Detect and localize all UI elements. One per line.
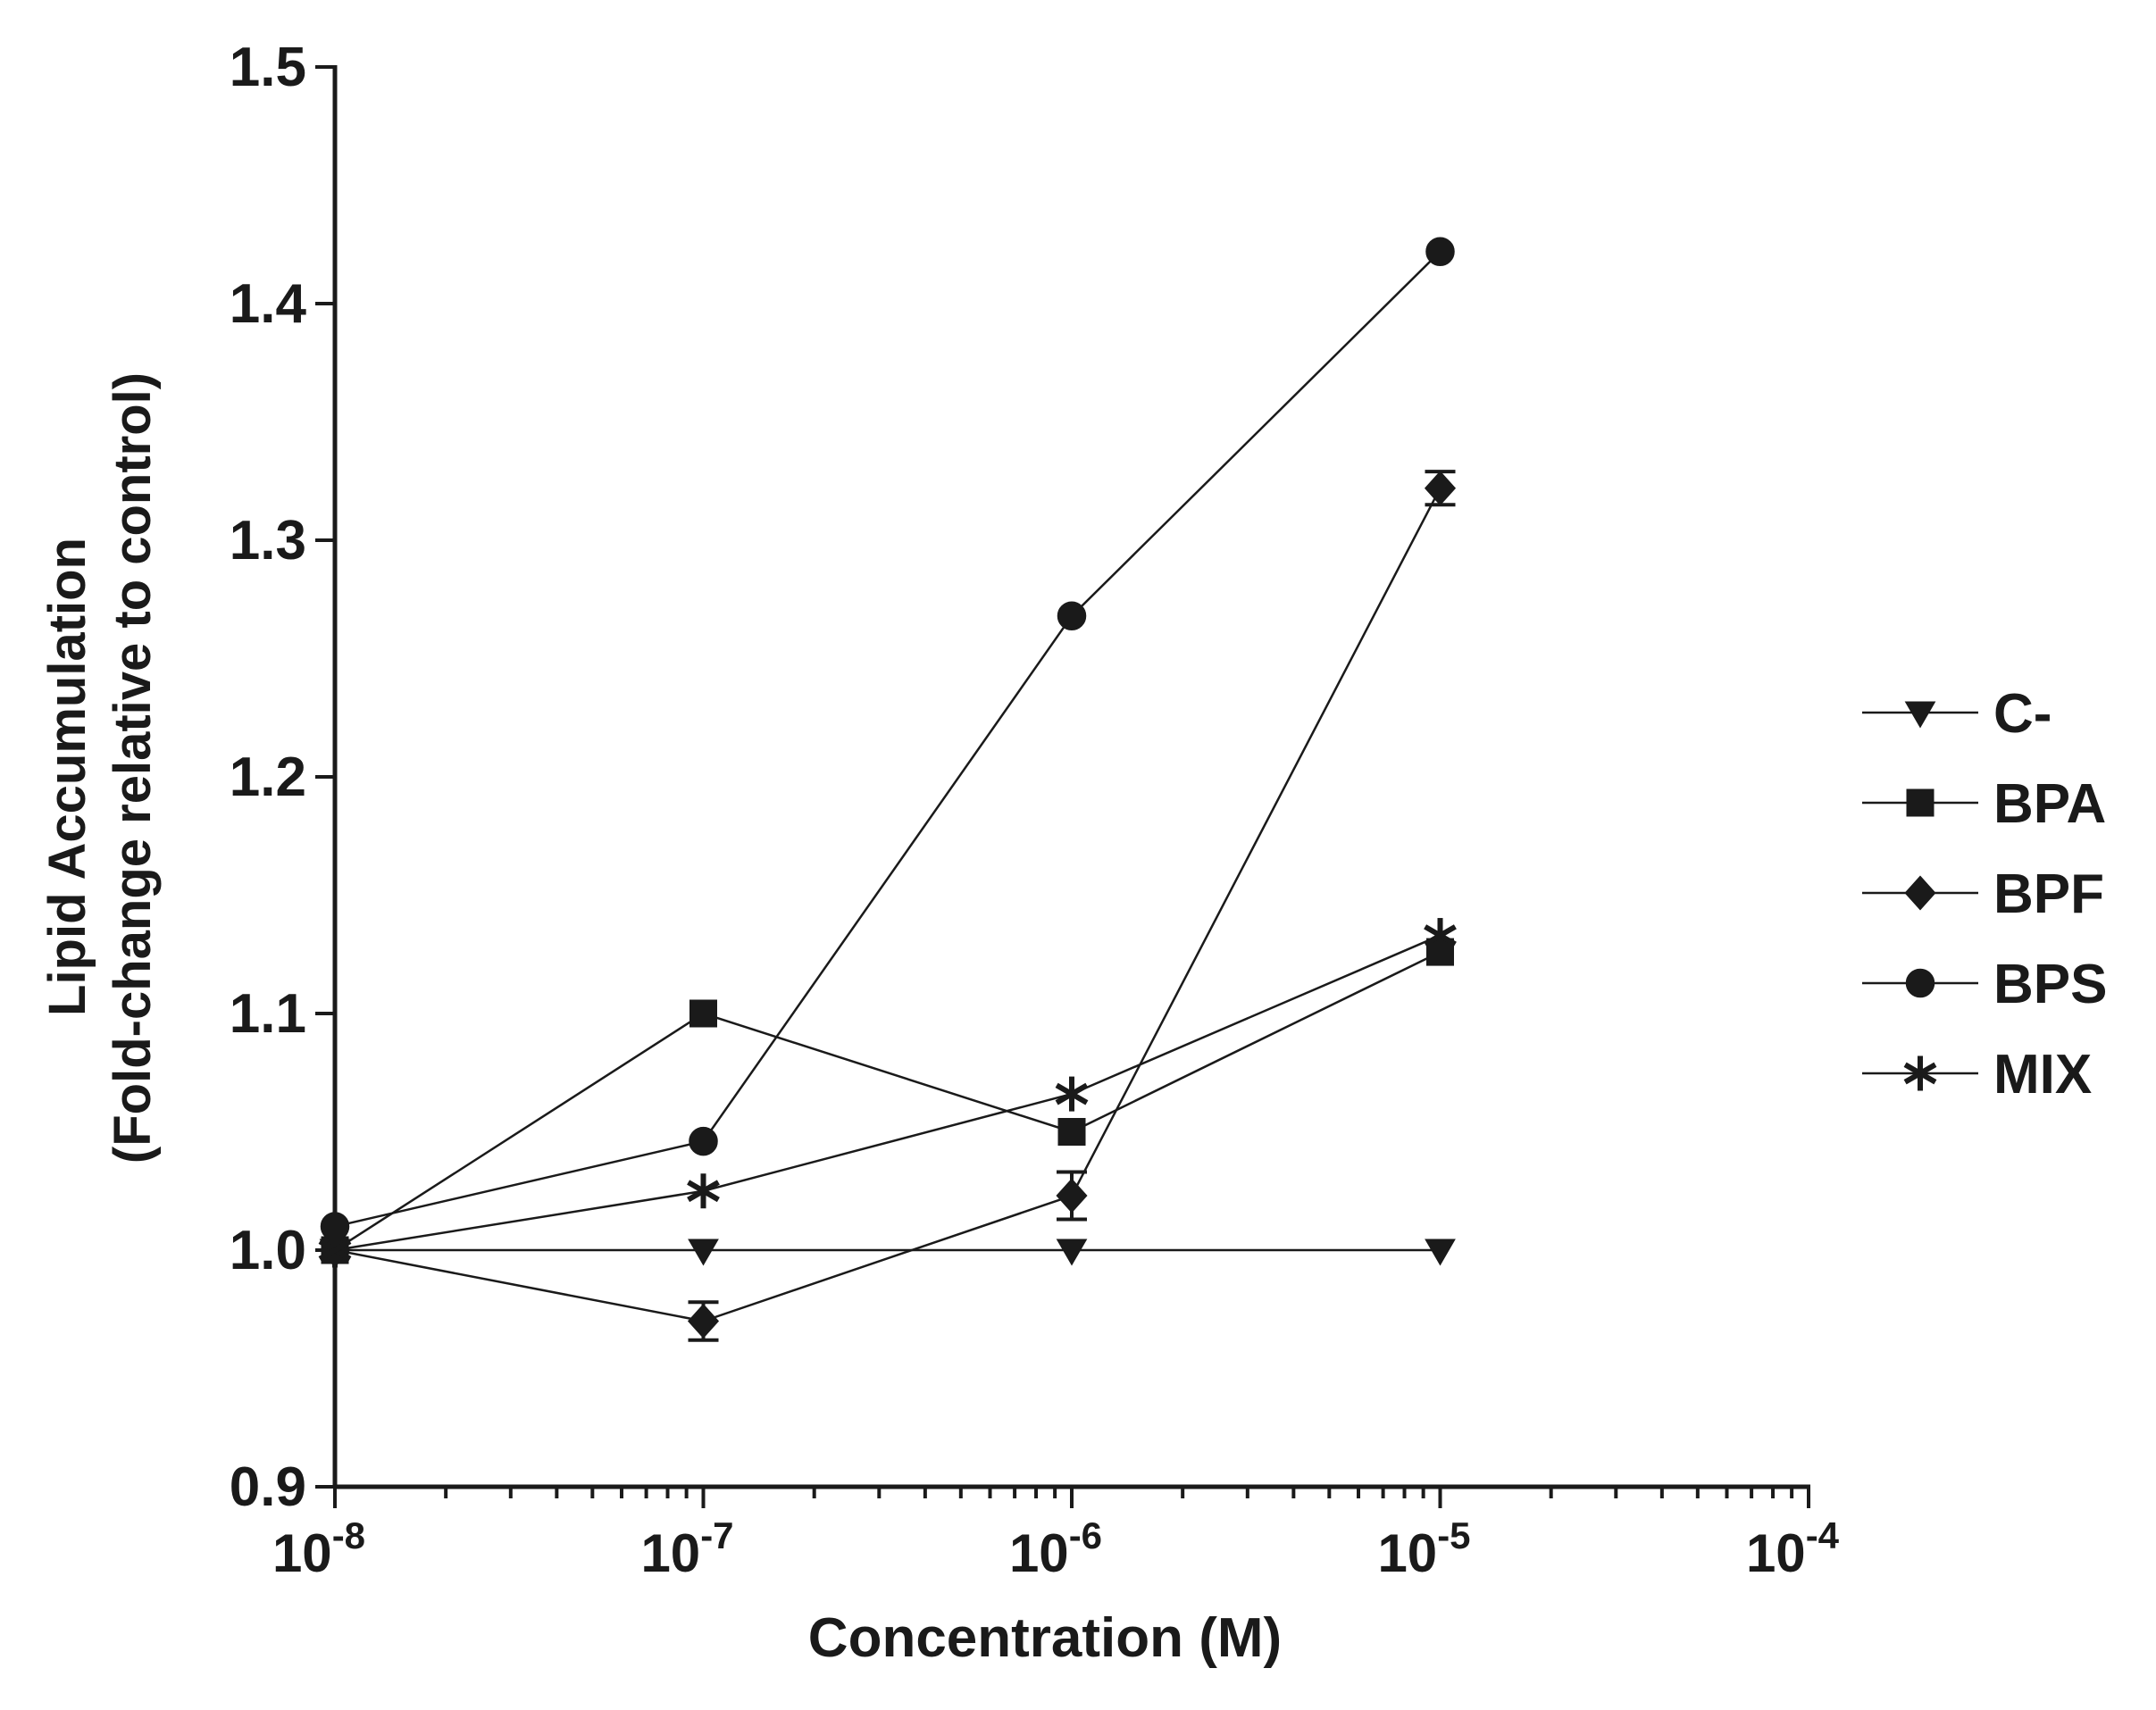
- legend-marker-BPS: [1905, 968, 1935, 998]
- data-point-MIX-0: [318, 1232, 352, 1268]
- legend-label-MIX: MIX: [1993, 1044, 2092, 1105]
- y-tick-label-3: 1.2: [230, 747, 306, 808]
- legend-item-BPF: BPF: [1862, 863, 2104, 925]
- legend-label-C-: C-: [1993, 683, 2052, 745]
- data-point-BPS-1: [689, 1126, 718, 1156]
- data-point-MIX-3: [1424, 918, 1457, 954]
- y-axis-label-line2: (Fold-change relative to control): [104, 372, 162, 1164]
- data-point-BPS-3: [1425, 237, 1455, 266]
- data-point-MIX-0-stroke: [318, 1239, 352, 1262]
- y-tick-label-4: 1.3: [230, 510, 306, 571]
- legend-item-BPS: BPS: [1862, 954, 2107, 1015]
- legend: C- BPA BPF BPS MIX: [1862, 683, 2107, 1105]
- series-bpa: [321, 938, 1454, 1264]
- x-ticks: 10-8 10-7 10-6 10-5 10-4: [272, 1487, 1840, 1583]
- data-point-BPS-2: [1057, 601, 1087, 631]
- data-point-BPA-2: [1057, 1118, 1086, 1146]
- series-mix: [318, 918, 1457, 1268]
- series-line-MIX: [334, 934, 1441, 1252]
- legend-item-MIX: MIX: [1862, 1044, 2092, 1105]
- y-ticks: 0.9 1.0 1.1 1.2 1.3 1.4 1.5: [230, 37, 335, 1518]
- axes-group: 0.91.01.11.21.31.41.5 10-8 10-7 10-6 10-5 10…: [230, 37, 1840, 1583]
- data-point-BPF-3: [1424, 471, 1457, 506]
- data-point-BPA-1: [689, 999, 717, 1028]
- data-point-MIX-3-stroke: [1424, 924, 1457, 947]
- series-line-BPS: [334, 250, 1442, 1228]
- y-axis-label-line1: Lipid Accumulation: [38, 538, 96, 1016]
- legend-label-BPA: BPA: [1993, 773, 2106, 835]
- y-tick-label-1: 1.0: [230, 1220, 306, 1281]
- data-point-C--1: [688, 1239, 719, 1266]
- series-line-BPA: [334, 950, 1442, 1252]
- data-point-MIX-1: [687, 1173, 720, 1209]
- legend-marker-BPF: [1904, 875, 1936, 911]
- legend-label-BPS: BPS: [1993, 954, 2107, 1015]
- legend-marker-BPA: [1906, 788, 1935, 817]
- series-line-BPF: [334, 488, 1442, 1322]
- series-bpf: [319, 470, 1457, 1342]
- x-tick-label-1: 10-7: [640, 1514, 733, 1583]
- data-point-MIX-2: [1055, 1076, 1089, 1112]
- series-c: [319, 1239, 1456, 1266]
- data-point-C--2: [1056, 1239, 1088, 1266]
- series-group: [318, 237, 1457, 1342]
- legend-marker-C-: [1904, 701, 1936, 729]
- legend-item-BPA: BPA: [1862, 773, 2106, 835]
- data-point-MIX-1-stroke: [687, 1180, 720, 1203]
- data-point-MIX-2-stroke: [1055, 1082, 1089, 1105]
- x-axis-label: Concentration (M): [808, 1607, 1282, 1669]
- x-tick-label-4: 10-4: [1746, 1514, 1840, 1583]
- y-tick-label-5: 1.4: [230, 273, 307, 335]
- legend-marker-MIX: [1903, 1055, 1937, 1091]
- legend-item-C-: C-: [1862, 683, 2052, 745]
- x-tick-label-0: 10-8: [272, 1514, 365, 1583]
- y-tick-label-2: 1.1: [230, 983, 306, 1045]
- legend-marker-MIX-stroke: [1903, 1062, 1937, 1085]
- x-tick-label-3: 10-5: [1377, 1514, 1470, 1583]
- legend-label-BPF: BPF: [1993, 863, 2104, 925]
- x-tick-label-2: 10-6: [1009, 1514, 1102, 1583]
- y-tick-label-6: 1.5: [230, 37, 306, 98]
- series-bps: [320, 237, 1455, 1241]
- data-point-BPF-1: [687, 1304, 720, 1339]
- data-point-C--3: [1425, 1239, 1456, 1266]
- data-point-BPF-2: [1056, 1178, 1088, 1214]
- y-tick-label-0: 0.9: [230, 1456, 306, 1518]
